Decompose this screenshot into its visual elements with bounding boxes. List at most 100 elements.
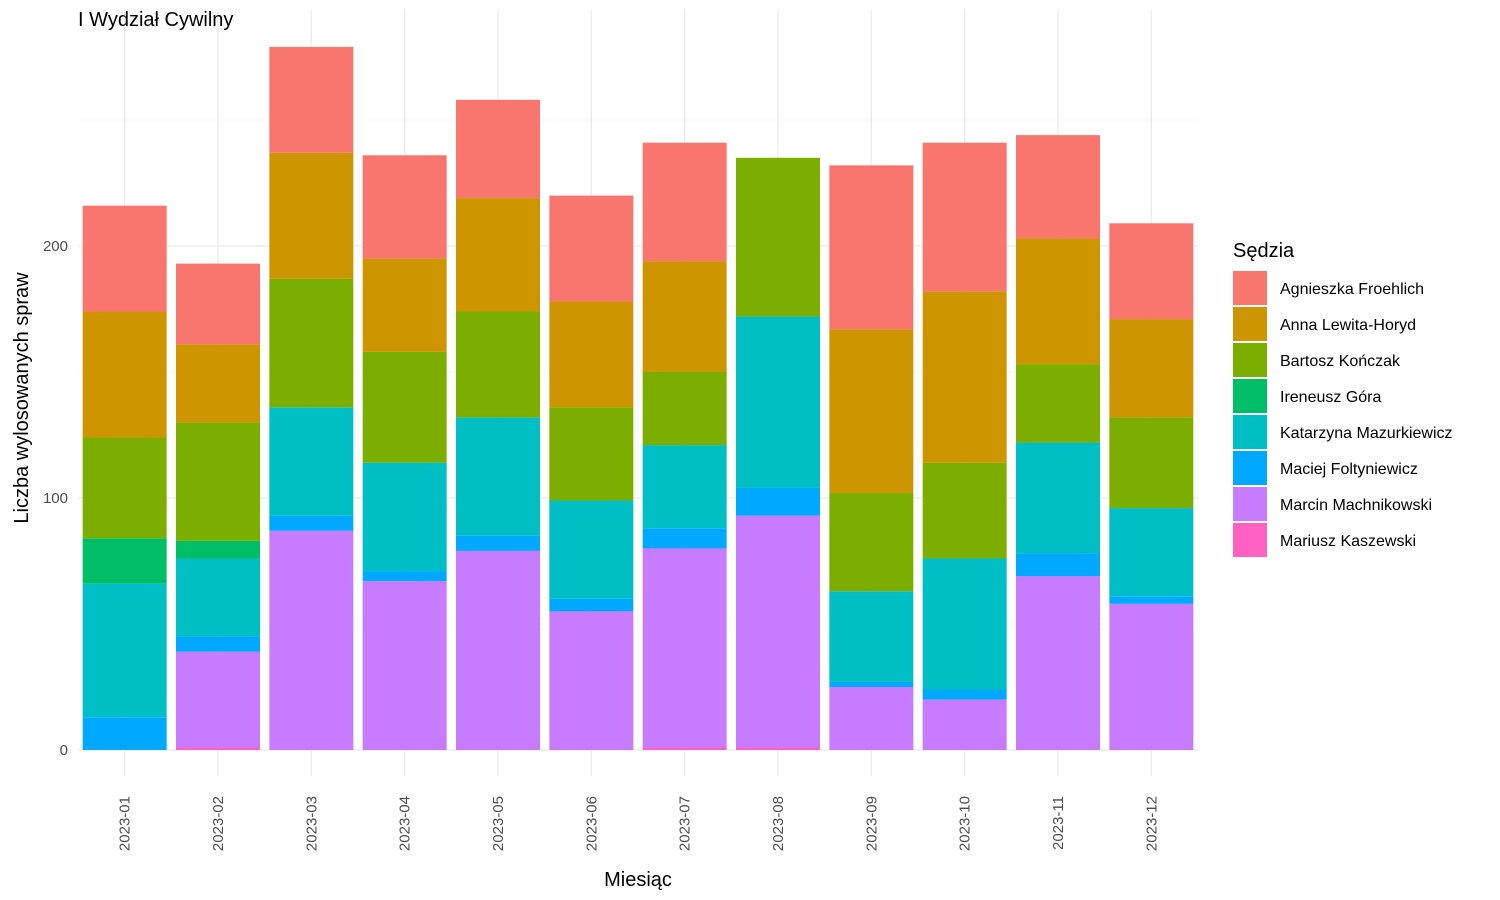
chart-title: I Wydział Cywilny xyxy=(78,9,233,31)
bar-segment-2023-08-mariusz-kaszewski xyxy=(736,747,820,750)
legend-label: Mariusz Kaszewski xyxy=(1280,533,1416,550)
bar-segment-2023-05-anna-lewita-horyd xyxy=(456,198,540,312)
bar-segment-2023-08-katarzyna-mazurkiewicz xyxy=(736,316,820,488)
bar-segment-2023-03-maciej-foltyniewicz xyxy=(269,515,354,531)
legend-title: Sędzia xyxy=(1233,240,1295,262)
bar-segment-2023-09-katarzyna-mazurkiewicz xyxy=(829,591,914,682)
x-tick-label: 2023-12 xyxy=(1143,796,1160,851)
x-axis-title: Miesiąc xyxy=(604,869,672,891)
bar-segment-2023-07-anna-lewita-horyd xyxy=(642,261,727,372)
bar-segment-2023-02-maciej-foltyniewicz xyxy=(176,636,260,652)
bar-segment-2023-06-anna-lewita-horyd xyxy=(549,301,634,408)
bar-segment-2023-09-maciej-foltyniewicz xyxy=(829,681,914,687)
bar-segment-2023-01-agnieszka-froehlich xyxy=(82,205,167,312)
bar-segment-2023-04-agnieszka-froehlich xyxy=(362,155,447,259)
x-tick-label: 2023-05 xyxy=(490,796,507,851)
legend-label: Bartosz Kończak xyxy=(1280,353,1401,370)
bar-segment-2023-11-agnieszka-froehlich xyxy=(1016,135,1100,239)
bar-segment-2023-12-anna-lewita-horyd xyxy=(1109,319,1194,418)
bar-segment-2023-11-marcin-machnikowski xyxy=(1016,576,1100,750)
bar-segment-2023-03-katarzyna-mazurkiewicz xyxy=(269,407,354,516)
y-axis-ticks: 0 100 200 xyxy=(43,238,68,759)
bar-segment-2023-02-mariusz-kaszewski xyxy=(176,747,260,750)
x-tick-label: 2023-09 xyxy=(863,796,880,851)
y-tick-label: 200 xyxy=(43,238,68,255)
x-tick-label: 2023-08 xyxy=(770,796,787,851)
bar-segment-2023-11-katarzyna-mazurkiewicz xyxy=(1016,442,1100,554)
bar-segment-2023-12-katarzyna-mazurkiewicz xyxy=(1109,508,1194,597)
bar-segment-2023-06-bartosz-kończak xyxy=(549,407,634,501)
x-tick-label: 2023-10 xyxy=(957,796,974,851)
x-tick-label: 2023-07 xyxy=(677,796,694,851)
bar-segment-2023-03-marcin-machnikowski xyxy=(269,530,354,750)
bar-segment-2023-11-anna-lewita-horyd xyxy=(1016,238,1100,365)
bar-segment-2023-09-agnieszka-froehlich xyxy=(829,165,914,330)
bar-segment-2023-12-agnieszka-froehlich xyxy=(1109,223,1194,320)
legend-label: Maciej Foltyniewicz xyxy=(1280,461,1418,478)
legend-items: Agnieszka Froehlich Anna Lewita-Horyd Bart… xyxy=(1233,271,1453,557)
y-tick-label: 0 xyxy=(60,742,68,759)
bar-segment-2023-10-katarzyna-mazurkiewicz xyxy=(922,558,1007,690)
legend-swatch xyxy=(1233,523,1267,557)
bars xyxy=(82,46,1194,750)
bar-segment-2023-09-bartosz-kończak xyxy=(829,492,914,592)
bar-segment-2023-10-bartosz-kończak xyxy=(922,462,1007,559)
bar-segment-2023-05-maciej-foltyniewicz xyxy=(456,535,540,551)
bar-segment-2023-05-katarzyna-mazurkiewicz xyxy=(456,417,540,536)
bar-segment-2023-08-maciej-foltyniewicz xyxy=(736,487,820,516)
x-tick-label: 2023-01 xyxy=(117,796,134,851)
bar-segment-2023-02-agnieszka-froehlich xyxy=(176,263,260,345)
bar-segment-2023-07-maciej-foltyniewicz xyxy=(642,528,727,549)
legend-label: Marcin Machnikowski xyxy=(1280,497,1432,514)
bar-segment-2023-05-bartosz-kończak xyxy=(456,311,540,418)
bar-segment-2023-05-marcin-machnikowski xyxy=(456,550,540,750)
bar-segment-2023-10-anna-lewita-horyd xyxy=(922,291,1007,463)
x-tick-label: 2023-11 xyxy=(1050,796,1067,850)
y-tick-label: 100 xyxy=(43,490,68,507)
x-axis-ticks: 2023-01 2023-02 2023-03 2023-04 2023-05 2023-… xyxy=(117,796,1161,851)
legend-swatch xyxy=(1233,307,1267,341)
legend-label: Katarzyna Mazurkiewicz xyxy=(1280,425,1453,442)
legend: Sędzia Agnieszka Froehlich Anna Lewita-Ho… xyxy=(1233,240,1453,557)
bar-segment-2023-03-bartosz-kończak xyxy=(269,278,354,408)
bar-segment-2023-11-bartosz-kończak xyxy=(1016,364,1100,443)
bar-segment-2023-02-bartosz-kończak xyxy=(176,422,260,541)
legend-swatch xyxy=(1233,271,1267,305)
bar-segment-2023-05-agnieszka-froehlich xyxy=(456,99,540,199)
bar-segment-2023-01-maciej-foltyniewicz xyxy=(82,717,167,750)
bar-segment-2023-01-bartosz-kończak xyxy=(82,437,167,539)
bar-segment-2023-10-marcin-machnikowski xyxy=(922,699,1007,750)
x-tick-label: 2023-06 xyxy=(583,796,600,851)
bar-segment-2023-08-bartosz-kończak xyxy=(736,157,820,317)
bar-segment-2023-12-maciej-foltyniewicz xyxy=(1109,596,1194,604)
bar-segment-2023-10-agnieszka-froehlich xyxy=(922,142,1007,292)
bar-segment-2023-06-katarzyna-mazurkiewicz xyxy=(549,500,634,599)
legend-label: Anna Lewita-Horyd xyxy=(1280,317,1416,334)
legend-label: Agnieszka Froehlich xyxy=(1280,281,1424,298)
bar-segment-2023-07-mariusz-kaszewski xyxy=(642,747,727,750)
legend-label: Ireneusz Góra xyxy=(1280,389,1381,406)
legend-swatch xyxy=(1233,487,1267,521)
bar-segment-2023-01-ireneusz-góra xyxy=(82,538,167,584)
bar-segment-2023-01-katarzyna-mazurkiewicz xyxy=(82,583,167,718)
x-tick-label: 2023-02 xyxy=(210,796,227,851)
bar-segment-2023-12-bartosz-kończak xyxy=(1109,417,1194,509)
bar-segment-2023-10-maciej-foltyniewicz xyxy=(922,689,1007,700)
bar-segment-2023-04-maciej-foltyniewicz xyxy=(362,571,447,582)
bar-segment-2023-07-marcin-machnikowski xyxy=(642,548,727,748)
bar-segment-2023-07-bartosz-kończak xyxy=(642,372,727,446)
y-axis-title: Liczba wylosowanych spraw xyxy=(11,272,33,524)
bar-segment-2023-06-maciej-foltyniewicz xyxy=(549,598,634,612)
bar-segment-2023-01-anna-lewita-horyd xyxy=(82,311,167,438)
x-tick-label: 2023-04 xyxy=(397,796,414,851)
bar-segment-2023-08-marcin-machnikowski xyxy=(736,515,820,748)
bar-segment-2023-11-maciej-foltyniewicz xyxy=(1016,553,1100,577)
legend-swatch xyxy=(1233,343,1267,377)
bar-segment-2023-03-agnieszka-froehlich xyxy=(269,46,354,153)
legend-swatch xyxy=(1233,415,1267,449)
bar-segment-2023-06-marcin-machnikowski xyxy=(549,611,634,750)
bar-segment-2023-02-katarzyna-mazurkiewicz xyxy=(176,558,260,637)
x-tick-label: 2023-03 xyxy=(303,796,320,851)
legend-swatch xyxy=(1233,451,1267,485)
